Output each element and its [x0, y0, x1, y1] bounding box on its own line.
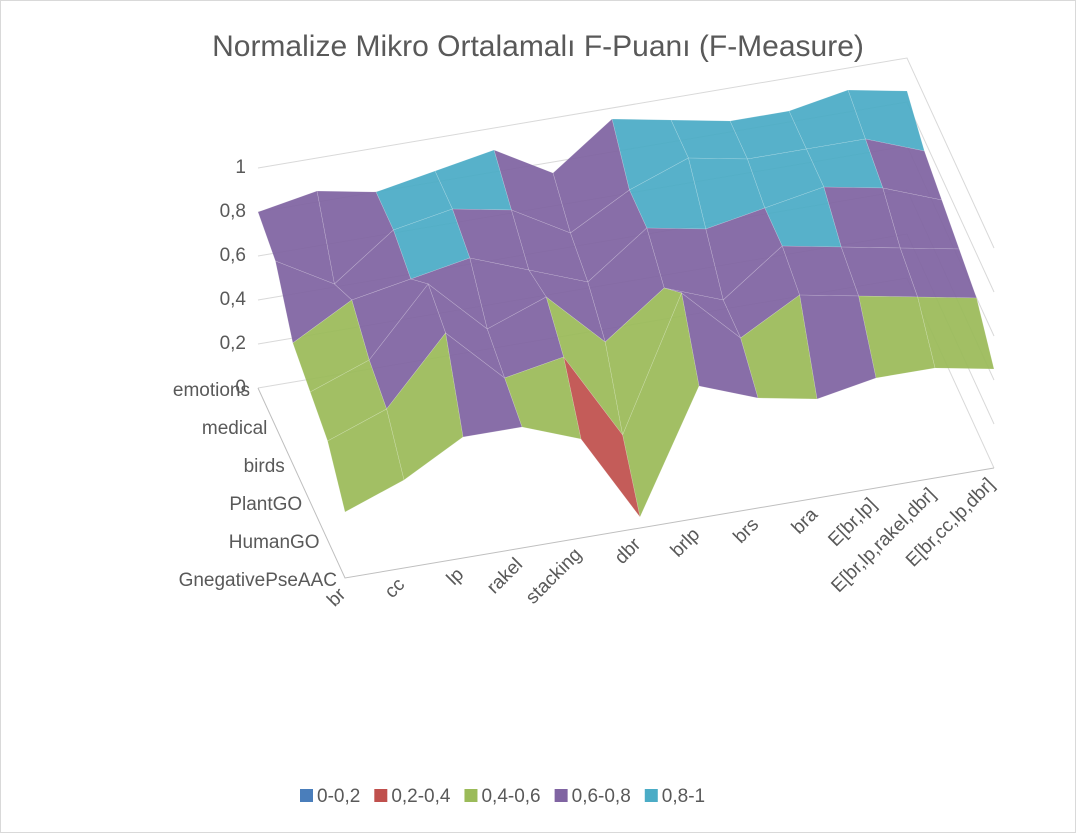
legend-label: 0-0,2 — [317, 786, 360, 807]
surface-cell — [917, 296, 995, 370]
legend-label: 0,8-1 — [662, 786, 705, 807]
legend-swatch — [464, 789, 478, 802]
surface-cell — [799, 294, 877, 400]
surface-cell — [622, 291, 700, 518]
surface-cell — [327, 408, 405, 513]
legend-item: 0,6-0,8 — [554, 786, 631, 807]
surface-cell — [386, 332, 464, 481]
y-tick-label: 1 — [235, 157, 246, 178]
legend-item: 0-0,2 — [300, 786, 360, 807]
y-tick-label: 0,8 — [220, 201, 246, 222]
y-tick-label: 0,2 — [220, 333, 246, 354]
y-tick-label: 0,6 — [220, 245, 246, 266]
legend-label: 0,4-0,6 — [481, 786, 540, 807]
legend-item: 0,4-0,6 — [464, 786, 541, 807]
surface-cell — [563, 356, 641, 518]
depth-tick-label: birds — [244, 456, 285, 477]
y-tick-label: 0 — [235, 377, 246, 398]
chart-title: Normalize Mikro Ortalamalı F-Puanı (F-Me… — [212, 30, 864, 63]
surface-cell — [858, 295, 936, 379]
surface-cell — [504, 356, 582, 440]
depth-tick-label: GnegativePseAAC — [179, 570, 337, 591]
legend-swatch — [374, 789, 388, 802]
axis-line — [257, 387, 995, 579]
legend-swatch — [554, 789, 568, 802]
grid-line — [257, 57, 995, 249]
legend-swatch — [300, 789, 313, 802]
legend-swatch — [644, 789, 658, 802]
depth-tick-label: PlantGO — [229, 494, 302, 515]
legend-item: 0,2-0,4 — [374, 786, 451, 807]
depth-tick-label: medical — [202, 418, 267, 439]
surface-cell — [445, 332, 523, 438]
depth-tick-label: HumanGO — [229, 532, 320, 553]
surface-cell — [681, 292, 759, 399]
y-tick-label: 0,4 — [220, 289, 247, 310]
legend-label: 0,6-0,8 — [572, 786, 631, 807]
legend-item: 0,8-1 — [644, 786, 705, 807]
surface-cell — [740, 294, 818, 400]
depth-tick-label: emotions — [173, 380, 250, 401]
legend-label: 0,2-0,4 — [391, 786, 451, 807]
